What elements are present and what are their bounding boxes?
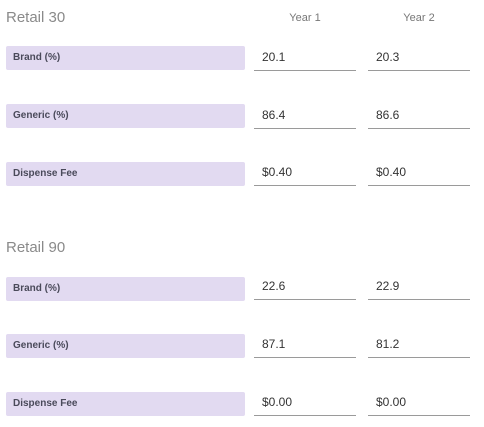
row-label-retail-90-dispense-fee: Dispense Fee: [6, 392, 245, 416]
retail-30-brand-year-1-field[interactable]: 20.1: [254, 45, 356, 71]
row-label-retail-90-generic: Generic (%): [6, 334, 245, 358]
retail-30-generic-year-1-field[interactable]: 86.4: [254, 103, 356, 129]
retail-30-dispense-fee-year-2-field[interactable]: $0.40: [368, 160, 470, 186]
row-label-retail-30-dispense-fee: Dispense Fee: [6, 162, 245, 186]
retail-90-generic-year-1-field[interactable]: 87.1: [254, 332, 356, 358]
section-title-retail-90: Retail 90: [6, 239, 66, 256]
retail-90-brand-year-1-field[interactable]: 22.6: [254, 274, 356, 300]
section-title-retail-30: Retail 30: [6, 9, 66, 26]
retail-90-dispense-fee-year-2-field[interactable]: $0.00: [368, 390, 470, 416]
row-label-retail-90-brand: Brand (%): [6, 277, 245, 301]
column-header-year-2: Year 2: [403, 12, 435, 24]
retail-90-dispense-fee-year-1-field[interactable]: $0.00: [254, 390, 356, 416]
retail-90-generic-year-2-field[interactable]: 81.2: [368, 332, 470, 358]
retail-30-brand-year-2-field[interactable]: 20.3: [368, 45, 470, 71]
row-label-retail-30-brand: Brand (%): [6, 46, 245, 70]
retail-90-brand-year-2-field[interactable]: 22.9: [368, 274, 470, 300]
retail-30-generic-year-2-field[interactable]: 86.6: [368, 103, 470, 129]
row-label-retail-30-generic: Generic (%): [6, 104, 245, 128]
retail-30-dispense-fee-year-1-field[interactable]: $0.40: [254, 160, 356, 186]
column-header-year-1: Year 1: [289, 12, 321, 24]
